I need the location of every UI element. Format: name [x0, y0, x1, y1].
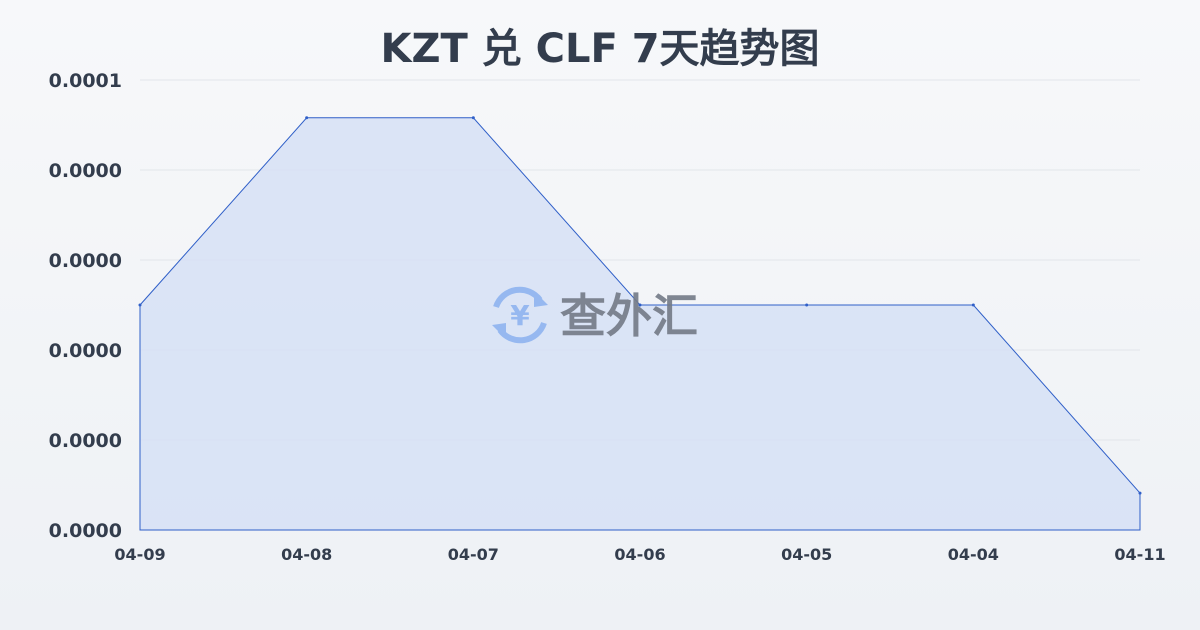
y-tick-label: 0.0001	[49, 70, 122, 92]
data-point	[805, 303, 809, 307]
svg-text:¥: ¥	[510, 299, 530, 332]
x-tick-label: 04-09	[114, 545, 165, 564]
x-tick-label: 04-05	[781, 545, 832, 564]
data-point	[305, 116, 309, 120]
data-point	[638, 303, 642, 307]
x-tick-label: 04-06	[614, 545, 665, 564]
x-tick-label: 04-11	[1114, 545, 1165, 564]
data-point	[1138, 491, 1142, 495]
data-point	[471, 116, 475, 120]
watermark: ¥ 查外汇	[492, 286, 698, 344]
series-area	[139, 117, 1141, 531]
y-tick-label: 0.0000	[49, 340, 122, 362]
chart-title: KZT 兑 CLF 7天趋势图	[380, 26, 819, 72]
x-tick-label: 04-07	[448, 545, 499, 564]
y-tick-label: 0.0000	[49, 250, 122, 272]
data-point	[138, 303, 142, 307]
data-point	[971, 303, 975, 307]
x-tick-label: 04-04	[948, 545, 999, 564]
y-tick-label: 0.0000	[49, 160, 122, 182]
y-tick-label: 0.0000	[49, 430, 122, 452]
y-tick-label: 0.0000	[49, 520, 122, 542]
watermark-text: 查外汇	[560, 289, 698, 343]
x-tick-label: 04-08	[281, 545, 332, 564]
yen-exchange-icon: ¥	[492, 286, 548, 344]
